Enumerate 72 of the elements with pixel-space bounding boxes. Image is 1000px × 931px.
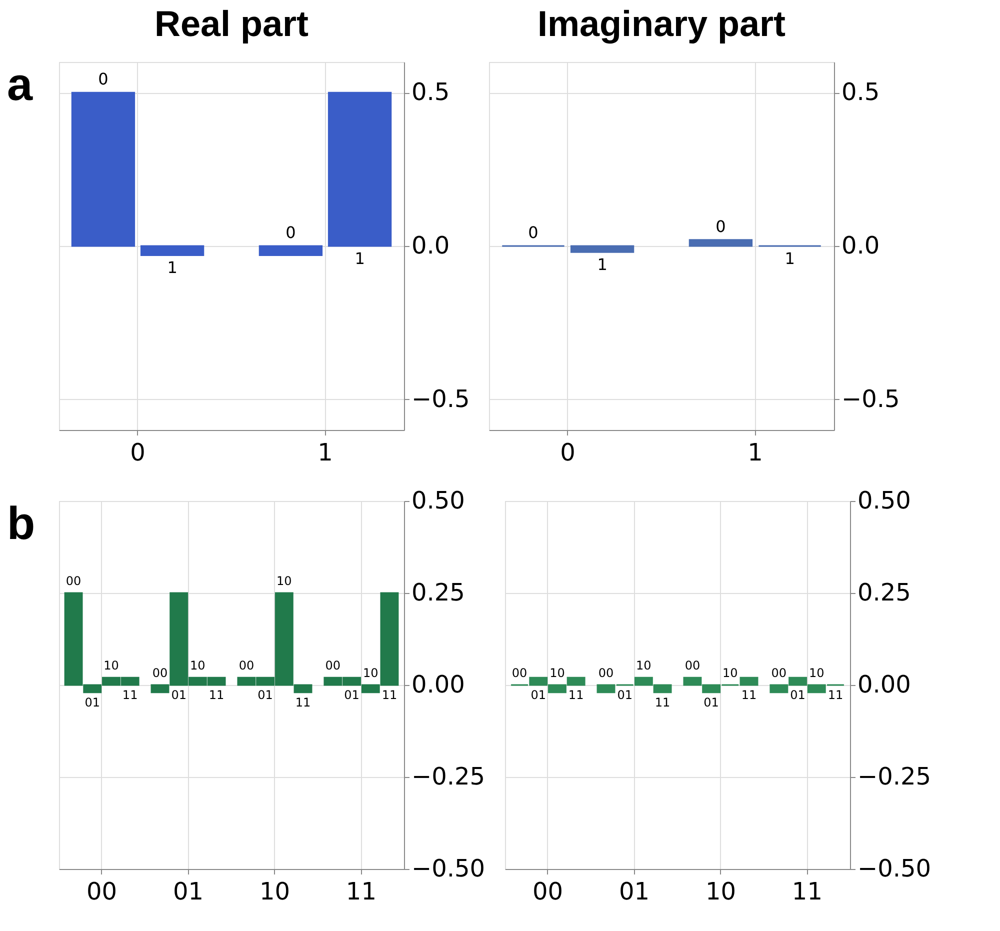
category-label: 01 (344, 688, 360, 702)
series-label: 00 (66, 574, 82, 588)
y-tick-label: 0.50 (412, 486, 465, 514)
y-tick-label: −0.50 (412, 854, 486, 882)
category-label: 00 (238, 658, 254, 673)
text: b (7, 497, 36, 549)
text: 00 (325, 658, 341, 673)
y-tick-label: 0.00 (412, 670, 465, 698)
y-tick-label: −0.50 (858, 854, 932, 882)
y-tick-label: −0.5 (412, 384, 470, 413)
text: 11 (208, 688, 224, 702)
series-label: 0 (98, 70, 108, 89)
category-label: 00 (684, 658, 700, 673)
series-label: 01 (84, 695, 100, 710)
category-label: 10 (190, 658, 206, 673)
category-label: 00 (771, 666, 787, 680)
category-label: 01 (617, 688, 632, 702)
series-label: 1 (167, 258, 178, 278)
category-label: 01 (258, 688, 273, 702)
y-tick-label: −0.25 (858, 762, 932, 790)
category-label: 11 (122, 688, 138, 702)
chart-title: Real part (154, 3, 309, 44)
y-tick-label: 0.0 (412, 232, 450, 260)
series-label: 01 (704, 695, 719, 710)
category-label: 11 (741, 688, 757, 702)
text: 1 (784, 249, 795, 268)
x-tick-label: 00 (86, 878, 118, 906)
y-tick-label: 0.50 (858, 486, 911, 514)
x-tick-label: 0 (560, 438, 576, 466)
series-label: 10 (636, 658, 652, 673)
chart-title: Imaginary part (537, 3, 786, 44)
x-tick-label: 01 (172, 878, 204, 906)
text: 10 (276, 574, 292, 588)
y-tick-label: −0.5 (842, 384, 900, 413)
category-label: 01 (171, 688, 186, 702)
series-label: 11 (295, 695, 311, 710)
text: 1 (354, 249, 365, 268)
text: 0 (716, 216, 726, 236)
category-label: 00 (598, 666, 614, 680)
series-label: 1 (597, 255, 608, 274)
x-tick-label: 1 (318, 438, 333, 466)
x-tick-label: 0 (130, 438, 146, 466)
category-label: 0 (286, 223, 296, 242)
y-tick-label: 0.0 (842, 232, 880, 260)
y-tick-label: 0.25 (412, 578, 465, 606)
category-label: 01 (530, 688, 546, 702)
category-label: 00 (152, 666, 168, 680)
y-tick-label: 0.5 (412, 78, 450, 106)
x-tick-label: 01 (618, 878, 650, 906)
series-label: 0 (528, 223, 538, 242)
category-label: 10 (808, 666, 824, 680)
x-tick-label: 1 (748, 438, 763, 466)
category-label: 10 (550, 666, 565, 680)
series-label: 11 (654, 695, 670, 710)
y-tick-label: 0.5 (842, 78, 880, 106)
series-label: 10 (104, 658, 119, 673)
series-label: 00 (512, 666, 528, 680)
x-tick-label: 00 (532, 878, 564, 906)
x-tick-label: 11 (792, 878, 822, 906)
category-label: 11 (382, 688, 398, 702)
category-label: 11 (568, 688, 584, 702)
text: a (7, 58, 33, 110)
category-label: 11 (828, 688, 844, 702)
category-label: 01 (790, 688, 806, 702)
category-label: 10 (362, 666, 378, 680)
y-tick-label: 0.25 (858, 578, 911, 606)
category-label: 10 (722, 666, 738, 680)
y-tick-label: −0.25 (412, 762, 486, 790)
y-tick-label: 0.00 (858, 670, 911, 698)
x-tick-label: 10 (705, 878, 736, 906)
x-tick-label: 11 (346, 878, 376, 906)
x-tick-label: 10 (259, 878, 290, 906)
